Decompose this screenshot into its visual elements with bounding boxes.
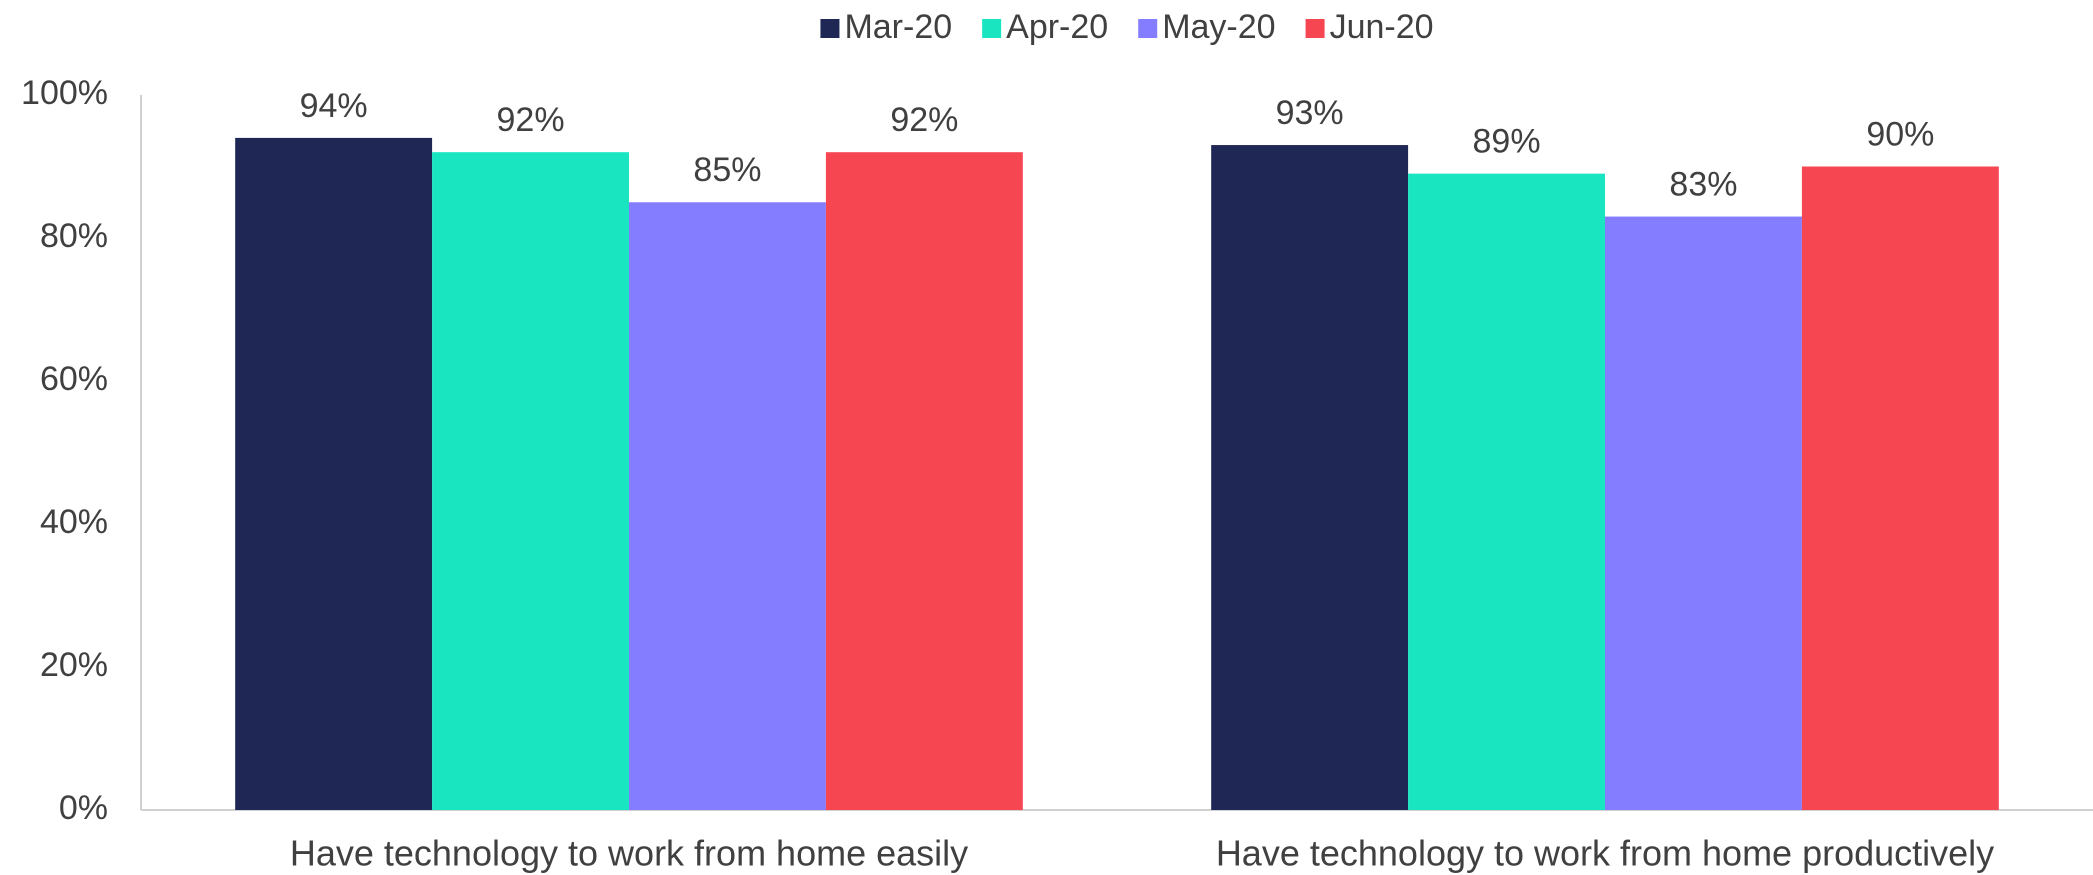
data-label: 92%	[890, 101, 958, 139]
y-tick-label: 0%	[59, 789, 108, 827]
data-label: 92%	[497, 101, 565, 139]
bar	[1605, 216, 1802, 811]
bar	[825, 152, 1023, 810]
bar	[629, 202, 826, 810]
data-label: 94%	[300, 87, 368, 125]
data-label: 85%	[693, 151, 761, 189]
x-tick-label: Have technology to work from home produc…	[1216, 833, 1994, 874]
data-label: 90%	[1866, 115, 1934, 153]
legend-swatch	[982, 19, 1002, 38]
legend-label: Mar-20	[844, 8, 952, 46]
x-tick-label: Have technology to work from home easily	[290, 833, 968, 874]
bar	[1211, 145, 1409, 811]
y-tick-label: 20%	[40, 646, 108, 684]
data-label: 93%	[1276, 94, 1344, 132]
data-label: 83%	[1669, 166, 1737, 204]
bar	[1801, 166, 1999, 810]
legend-swatch	[1305, 19, 1325, 38]
y-tick-label: 100%	[21, 74, 108, 112]
bar	[432, 152, 629, 810]
legend-label: Jun-20	[1330, 8, 1434, 46]
data-label: 89%	[1473, 123, 1541, 161]
y-tick-label: 40%	[40, 503, 108, 541]
bar	[1408, 173, 1605, 810]
bar	[235, 137, 433, 810]
legend-label: May-20	[1162, 8, 1275, 46]
legend-swatch	[1138, 19, 1158, 38]
y-tick-label: 80%	[40, 217, 108, 255]
legend-label: Apr-20	[1006, 8, 1108, 46]
y-tick-label: 60%	[40, 360, 108, 398]
legend-swatch	[820, 19, 840, 38]
